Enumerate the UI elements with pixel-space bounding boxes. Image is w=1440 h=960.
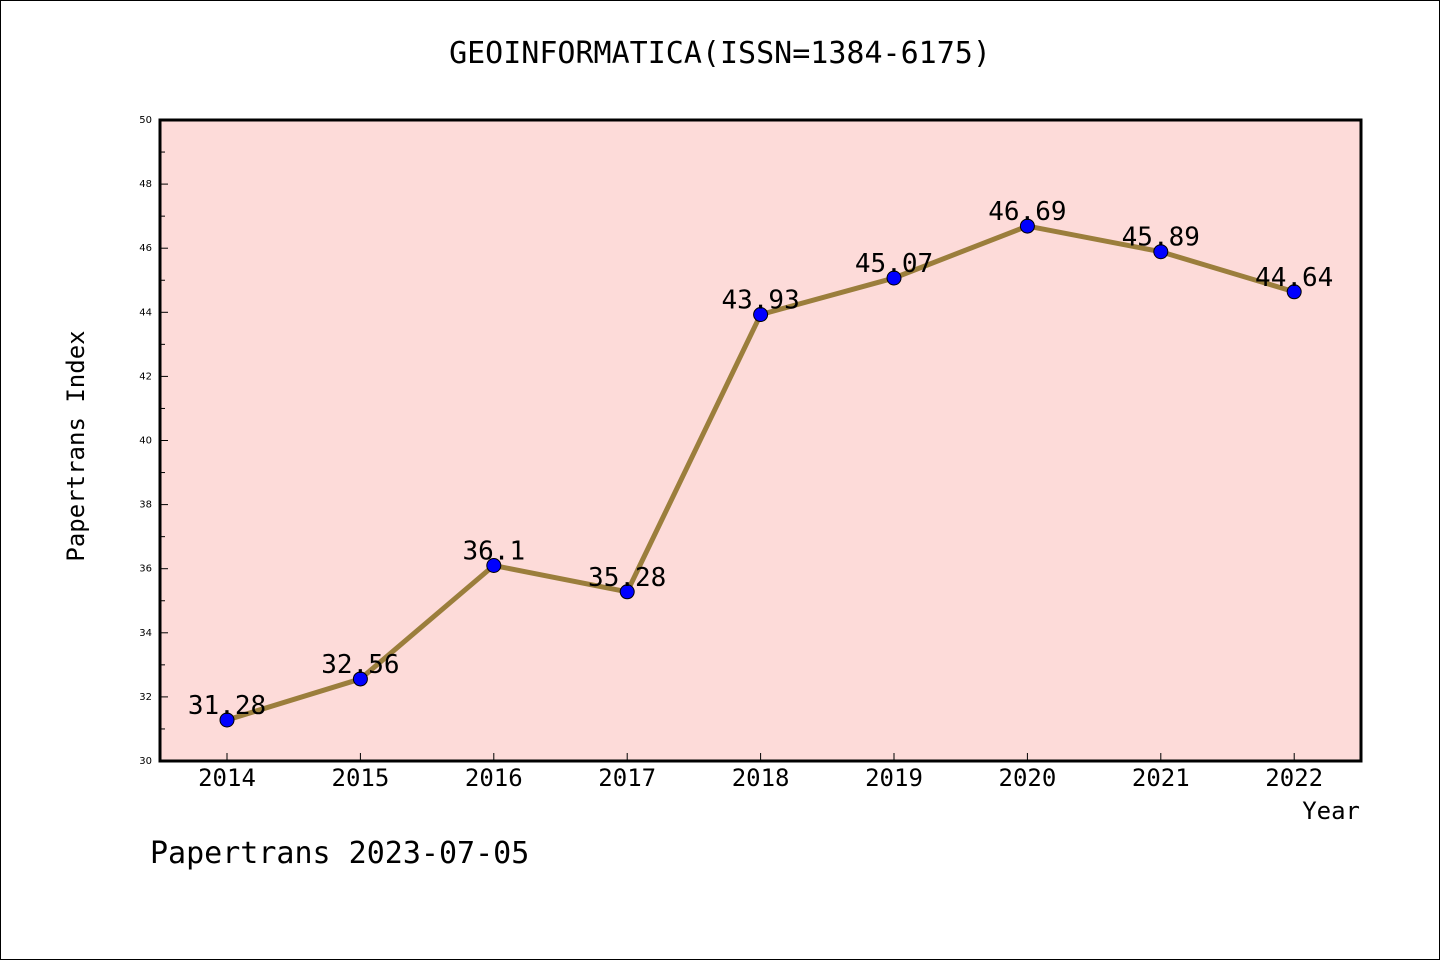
x-axis-label: Year [1302, 797, 1360, 825]
data-label: 31.28 [188, 691, 266, 721]
footer-stamp: Papertrans 2023-07-05 [150, 836, 530, 871]
y-tick-label: 42 [139, 371, 152, 382]
data-point [753, 307, 769, 323]
x-tick-label: 2019 [865, 764, 923, 792]
x-tick-label: 2022 [1265, 764, 1323, 792]
y-tick-label: 38 [139, 500, 152, 511]
y-tick-label: 46 [139, 243, 152, 254]
x-tick-label: 2016 [465, 764, 523, 792]
data-point [1153, 244, 1169, 260]
data-point [219, 712, 235, 728]
data-markers [219, 218, 1302, 728]
data-point [886, 270, 902, 286]
y-axis-label: Papertrans Index [62, 330, 90, 562]
data-label: 35.28 [588, 563, 666, 593]
data-label: 43.93 [721, 286, 799, 316]
data-point [1019, 218, 1035, 234]
data-label: 45.89 [1122, 223, 1200, 253]
data-point [619, 584, 635, 600]
data-label: 32.56 [321, 650, 399, 680]
data-label: 45.07 [855, 249, 933, 279]
data-point [1286, 284, 1302, 300]
x-tick-label: 2020 [999, 764, 1057, 792]
y-tick-labels: 30 32 34 36 38 40 42 44 46 48 50 [139, 115, 152, 767]
y-tick-label: 40 [139, 436, 152, 447]
x-tick-label: 2021 [1132, 764, 1190, 792]
y-tick-label: 32 [139, 692, 152, 703]
y-tick-label: 50 [139, 115, 152, 126]
data-point [486, 557, 502, 573]
data-point [352, 671, 368, 687]
y-tick-label: 48 [139, 179, 152, 190]
x-tick-label: 2017 [598, 764, 656, 792]
y-tick-label: 34 [139, 628, 152, 639]
x-tick-label: 2014 [198, 764, 256, 792]
axis-ticks [160, 119, 1295, 762]
data-label: 46.69 [988, 197, 1066, 227]
data-label: 36.1 [462, 536, 525, 566]
data-label: 44.64 [1255, 263, 1333, 293]
y-tick-label: 44 [139, 307, 152, 318]
y-tick-label: 36 [139, 564, 152, 575]
x-tick-label: 2018 [732, 764, 790, 792]
plot-area [158, 118, 1363, 763]
chart-title: GEOINFORMATICA(ISSN=1384-6175) [449, 36, 991, 71]
x-tick-label: 2015 [332, 764, 390, 792]
data-labels: 31.28 32.56 36.1 35.28 43.93 45.07 46.69 45.89 4… [188, 197, 1333, 721]
x-tick-labels: 2014 2015 2016 2017 2018 2019 2020 2021 2022 [198, 764, 1323, 792]
y-tick-label: 30 [139, 756, 152, 767]
